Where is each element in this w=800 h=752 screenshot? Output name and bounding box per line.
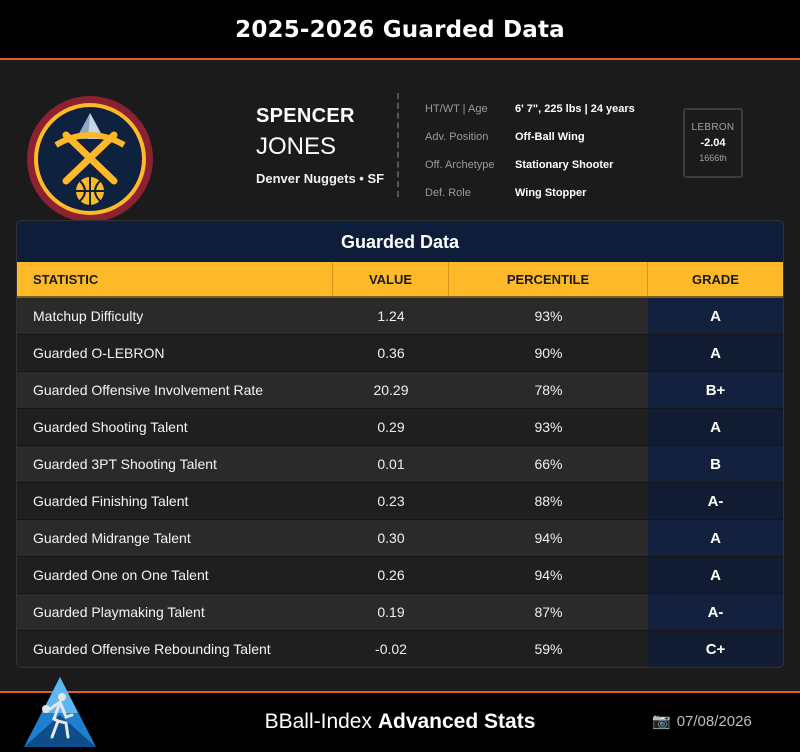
grade-cell: C+ [648,631,783,667]
lebron-badge: LEBRON -2.04 1666th [683,108,743,178]
grade-cell: A [648,409,783,445]
value-cell: 0.29 [377,419,405,435]
grade-cell: A [648,298,783,334]
info-label: Def. Role [425,187,471,199]
table-row: Guarded One on One Talent 0.26 94% A [17,557,783,594]
stat-cell: Guarded O-LEBRON [33,345,165,361]
info-row-position: Adv. Position Off-Ball Wing [425,123,635,151]
table-row: Guarded Playmaking Talent 0.19 87% A- [17,594,783,631]
lebron-value: -2.04 [700,137,726,149]
title-bar: 2025-2026 Guarded Data [0,0,800,59]
info-value: Wing Stopper [515,187,587,199]
page-title: 2025-2026 Guarded Data [235,16,565,43]
bottom-accent-line [0,691,800,693]
percentile-cell: 90% [534,345,563,361]
table-title: Guarded Data [17,221,783,262]
table-row: Guarded Finishing Talent 0.23 88% A- [17,483,783,520]
grade-cell: A- [648,483,783,519]
footer-date: 📷 07/08/2026 [652,712,752,731]
stat-cell: Matchup Difficulty [33,308,144,324]
percentile-cell: 93% [534,308,563,324]
percentile-cell: 59% [534,641,563,657]
value-cell: 0.01 [377,456,405,472]
info-label: Off. Archetype [425,159,495,171]
team-logo-icon [27,96,153,222]
info-value: Off-Ball Wing [515,131,585,143]
value-cell: 0.26 [377,567,405,583]
brand-tagline: Advanced Stats [377,710,536,733]
header-statistic: STATISTIC [17,262,333,296]
stat-cell: Guarded Finishing Talent [33,493,189,509]
info-label: HT/WT | Age [425,103,488,115]
percentile-cell: 87% [534,604,563,620]
header-value: VALUE [333,262,449,296]
value-cell: 1.24 [377,308,405,324]
percentile-cell: 94% [534,567,563,583]
stat-cell: Guarded 3PT Shooting Talent [33,456,217,472]
info-row-archetype: Off. Archetype Stationary Shooter [425,151,635,179]
table-row: Guarded Offensive Involvement Rate 20.29… [17,372,783,409]
player-info: HT/WT | Age 6' 7", 225 lbs | 24 years Ad… [425,95,635,207]
grade-cell: A [648,520,783,556]
info-value: 6' 7", 225 lbs | 24 years [515,103,635,115]
grade-cell: A- [648,594,783,630]
value-cell: 0.19 [377,604,405,620]
grade-cell: B+ [648,372,783,408]
header-divider [397,93,399,197]
percentile-cell: 94% [534,530,563,546]
percentile-cell: 66% [534,456,563,472]
table-header: STATISTIC VALUE PERCENTILE GRADE [17,262,783,298]
date-text: 07/08/2026 [676,712,752,730]
lebron-rank: 1666th [699,153,727,163]
top-accent-line [0,58,800,60]
camera-icon: 📷 [652,713,671,730]
info-value: Stationary Shooter [515,159,614,171]
bball-index-logo-icon [24,677,96,747]
table-row: Guarded O-LEBRON 0.36 90% A [17,335,783,372]
stat-cell: Guarded Offensive Involvement Rate [33,382,264,398]
grade-cell: A [648,335,783,371]
stat-cell: Guarded Shooting Talent [33,419,188,435]
player-team-position: Denver Nuggets • SF [256,171,385,186]
table-row: Guarded Shooting Talent 0.29 93% A [17,409,783,446]
grade-cell: B [648,446,783,482]
percentile-cell: 88% [534,493,563,509]
info-label: Adv. Position [425,131,489,143]
table-body: Matchup Difficulty 1.24 93% A Guarded O-… [17,298,783,667]
player-header: SPENCER JONES Denver Nuggets • SF HT/WT … [0,61,800,222]
table-row: Matchup Difficulty 1.24 93% A [17,298,783,335]
table-row: Guarded Midrange Talent 0.30 94% A [17,520,783,557]
player-name-block: SPENCER JONES Denver Nuggets • SF [256,105,384,186]
value-cell: 0.23 [377,493,405,509]
stat-cell: Guarded Playmaking Talent [33,604,205,620]
value-cell: 0.30 [377,530,405,546]
player-last-name: JONES [256,133,337,160]
lebron-label: LEBRON [691,122,735,133]
value-cell: -0.02 [375,641,407,657]
table-row: Guarded Offensive Rebounding Talent -0.0… [17,631,783,667]
percentile-cell: 93% [534,419,563,435]
header-grade: GRADE [692,271,739,287]
player-first-name: SPENCER [256,105,355,127]
value-cell: 0.36 [377,345,405,361]
stat-cell: Guarded One on One Talent [33,567,209,583]
percentile-cell: 78% [534,382,563,398]
footer: BBall-Index Advanced Stats 📷 07/08/2026 [0,677,800,752]
info-row-height-weight-age: HT/WT | Age 6' 7", 225 lbs | 24 years [425,95,635,123]
info-row-def-role: Def. Role Wing Stopper [425,179,635,207]
header-percentile: PERCENTILE [449,262,648,296]
brand-name: BBall-Index [264,710,372,733]
table-row: Guarded 3PT Shooting Talent 0.01 66% B [17,446,783,483]
guarded-data-table: Guarded Data STATISTIC VALUE PERCENTILE … [16,220,784,668]
grade-cell: A [648,557,783,593]
stat-cell: Guarded Midrange Talent [33,530,191,546]
footer-brand: BBall-Index Advanced Stats [0,710,800,734]
stat-cell: Guarded Offensive Rebounding Talent [33,641,271,657]
value-cell: 20.29 [373,382,409,398]
